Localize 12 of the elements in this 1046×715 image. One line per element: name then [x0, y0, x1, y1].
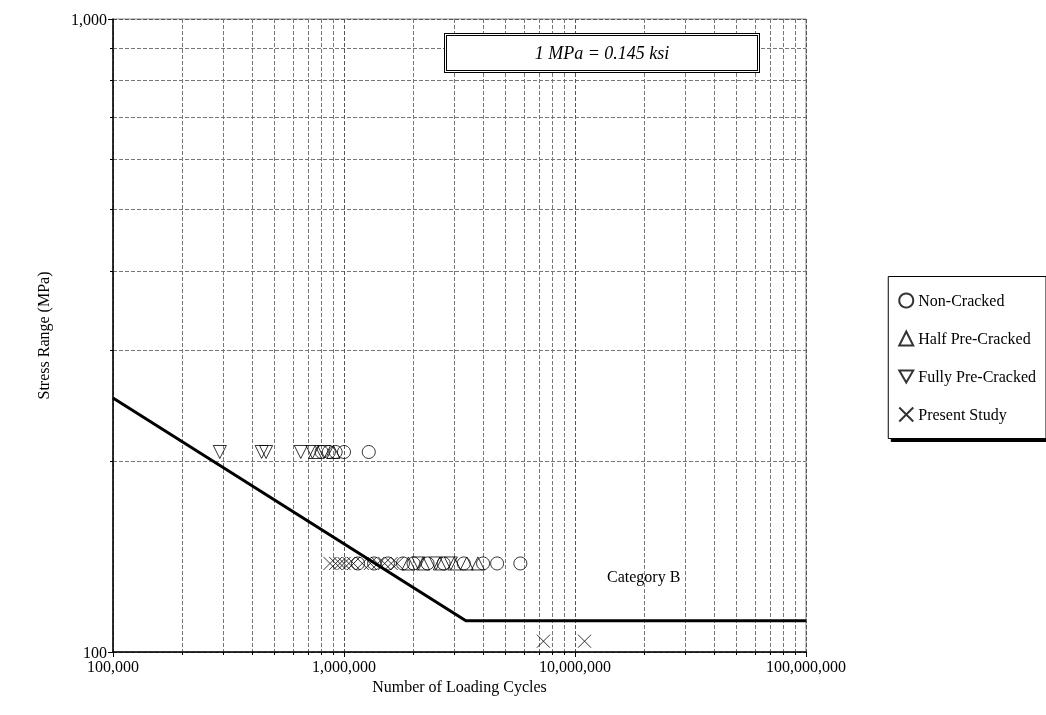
annotation: Category B: [607, 567, 681, 586]
legend-label: Half Pre-Cracked: [918, 330, 1031, 347]
x-tick-label: 1,000,000: [312, 657, 376, 675]
y-tick-label: 1,000: [71, 10, 107, 28]
x-tick-label: 100,000,000: [766, 657, 846, 675]
y-axis-title: Stress Range (MPa): [34, 271, 53, 400]
x-axis-title: Number of Loading Cycles: [372, 678, 547, 697]
x-tick-label: 10,000,000: [539, 657, 611, 675]
note-box: 1 MPa = 0.145 ksi: [444, 33, 760, 73]
legend-label: Non-Cracked: [918, 292, 1005, 309]
legend-label: Present Study: [918, 406, 1007, 424]
legend-label: Fully Pre-Cracked: [918, 368, 1036, 386]
